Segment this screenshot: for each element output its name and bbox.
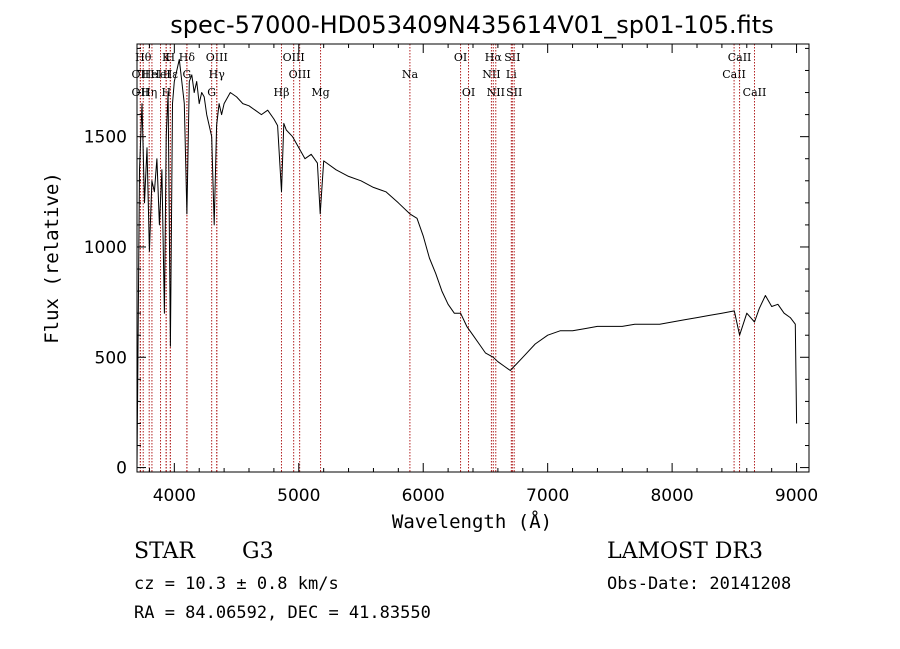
spectral-line-label: CaII bbox=[743, 86, 767, 99]
object-subclass: G3 bbox=[242, 539, 274, 564]
y-axis-label: Flux (relative) bbox=[41, 172, 63, 344]
spectral-lines-layer: HθOIIOIIHηHeIHeIKHHHεHδGGOIIIHγHβOIIIOII… bbox=[132, 44, 767, 472]
axis-ticks-layer: 4000 5000 6000 7000 8000 9000 0 500 1000 1500 bbox=[84, 44, 818, 506]
x-tick-label: 9000 bbox=[775, 486, 818, 506]
spectral-line-label: Hθ bbox=[135, 51, 152, 64]
spectral-line-label: G bbox=[183, 68, 192, 81]
spectral-line-label: Hε bbox=[163, 68, 179, 81]
x-tick-label: 4000 bbox=[153, 486, 196, 506]
spectral-line-label: OI bbox=[462, 86, 475, 99]
y-tick-label: 0 bbox=[116, 459, 127, 479]
x-tick-label: 8000 bbox=[650, 486, 693, 506]
y-tick-label: 1000 bbox=[84, 238, 127, 258]
spectral-line-label: H bbox=[161, 86, 171, 99]
spectral-line-label: Hα bbox=[485, 51, 503, 64]
coordinates-readout: RA = 84.06592, DEC = 41.83550 bbox=[134, 603, 431, 623]
x-tick-label: 6000 bbox=[402, 486, 445, 506]
spectral-line-label: Li bbox=[506, 68, 517, 81]
x-axis-label: Wavelength (Å) bbox=[392, 510, 552, 533]
spectral-line-label: SII bbox=[506, 86, 522, 99]
survey-label: LAMOST DR3 bbox=[607, 539, 763, 564]
spectral-line-label: Hβ bbox=[274, 86, 290, 99]
chart-title: spec-57000-HD053409N435614V01_sp01-105.f… bbox=[170, 11, 773, 39]
object-class: STAR bbox=[134, 539, 195, 564]
spectral-line-label: HeI bbox=[142, 68, 162, 81]
spectral-line-label: NII bbox=[487, 86, 505, 99]
spectral-line-label: OIII bbox=[289, 68, 311, 81]
y-tick-label: 1500 bbox=[84, 128, 127, 148]
redshift-readout: cz = 10.3 ± 0.8 km/s bbox=[134, 574, 339, 594]
spectral-line-label: OI bbox=[454, 51, 467, 64]
spectral-line-label: OIII bbox=[283, 51, 305, 64]
spectral-line-label: CaII bbox=[722, 68, 746, 81]
spectral-line-label: Hγ bbox=[209, 68, 226, 81]
spectral-line-label: G bbox=[207, 86, 216, 99]
spectral-line-label: Na bbox=[402, 68, 419, 81]
spectral-line-label: CaII bbox=[728, 51, 752, 64]
obs-date: Obs-Date: 20141208 bbox=[607, 574, 792, 594]
y-tick-label: 500 bbox=[95, 348, 127, 368]
spectrum-layer bbox=[136, 58, 798, 468]
spectral-line-label: Hη bbox=[141, 86, 157, 99]
x-tick-label: 7000 bbox=[526, 486, 569, 506]
spectral-line-label: SII bbox=[504, 51, 520, 64]
spectral-line-label: Mg bbox=[311, 86, 329, 99]
x-tick-label: 5000 bbox=[277, 486, 320, 506]
plot-frame bbox=[136, 43, 810, 473]
spectrum-series-line bbox=[136, 58, 798, 468]
spectral-line-label: NII bbox=[482, 68, 500, 81]
